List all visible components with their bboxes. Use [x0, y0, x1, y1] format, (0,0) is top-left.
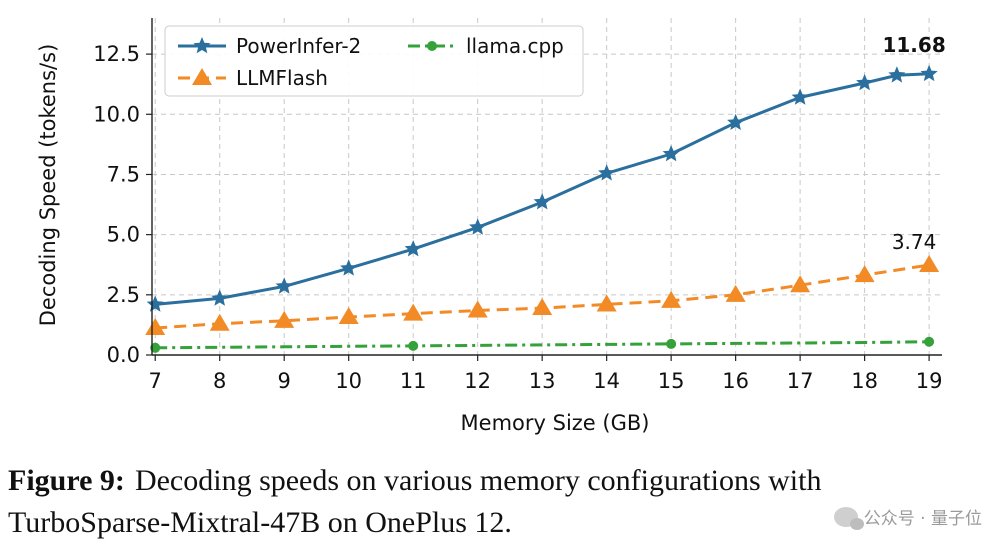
legend-swatch-marker: [427, 41, 437, 51]
data-point: [209, 313, 230, 331]
data-point: [791, 88, 809, 105]
x-tick-label: 10: [335, 369, 362, 393]
legend-item: llama.cpp: [408, 34, 564, 58]
x-tick-label: 9: [278, 369, 291, 393]
data-point: [469, 218, 487, 235]
data-point: [920, 64, 938, 82]
data-point: [662, 145, 680, 162]
data-point: [598, 164, 616, 181]
data-point: [211, 289, 229, 306]
y-tick-label: 12.5: [93, 42, 140, 66]
data-point: [790, 275, 811, 293]
x-tick-label: 19: [916, 369, 943, 393]
axes: 7 8 9 10 11 12 13 14 15 16 17 18 19 0.0 2.5 5.0 7.5 10.0 1…: [93, 18, 942, 393]
y-tick-label: 2.5: [107, 283, 140, 307]
legend-item: PowerInfer-2: [178, 34, 361, 58]
series-line: [155, 72, 930, 306]
legend-swatch-marker: [193, 37, 211, 54]
data-point: [467, 300, 488, 318]
data-point: [919, 254, 940, 272]
data-point: [274, 310, 295, 328]
series-line: [155, 340, 930, 350]
data-point: [408, 340, 419, 351]
legend-box: [164, 25, 584, 97]
watermark: 公众号 · 量子位: [833, 504, 982, 530]
legend-label: llama.cpp: [466, 34, 564, 58]
value-annotation: 11.68: [882, 33, 945, 57]
data-point: [856, 74, 874, 91]
y-tick-label: 0.0: [107, 343, 140, 367]
x-tick-label: 15: [658, 369, 685, 393]
data-point: [150, 342, 161, 353]
series-llama-cpp: [150, 336, 935, 353]
caption-text: Decoding speeds on various memory config…: [8, 464, 822, 539]
x-tick-label: 16: [722, 369, 749, 393]
x-tick-label: 17: [787, 369, 814, 393]
data-point: [666, 338, 677, 349]
decoding-speed-chart: 7 8 9 10 11 12 13 14 15 16 17 18 19 0.0 2.5 5.0 7.5 10.0 1…: [36, 18, 946, 435]
annotations: 11.68 3.74: [882, 33, 945, 254]
x-tick-label: 12: [464, 369, 491, 393]
x-tick-label: 14: [593, 369, 620, 393]
data-point: [727, 113, 745, 130]
data-point: [661, 290, 682, 308]
caption-label: Figure 9:: [8, 464, 125, 497]
data-point: [340, 259, 358, 276]
wechat-icon: [833, 506, 864, 530]
data-point: [404, 240, 422, 257]
y-tick-label: 10.0: [93, 102, 140, 126]
value-annotation: 3.74: [892, 230, 937, 254]
data-point: [924, 336, 935, 347]
legend-item: LLMFlash: [178, 66, 328, 90]
legend-label: LLMFlash: [236, 66, 328, 90]
x-tick-label: 18: [851, 369, 878, 393]
data-point: [532, 298, 553, 316]
data-point: [275, 277, 293, 294]
y-tick-label: 7.5: [107, 162, 140, 186]
watermark-text: 公众号 · 量子位: [863, 509, 982, 529]
series-powerinfer-2: [146, 64, 938, 312]
x-tick-label: 7: [149, 369, 162, 393]
data-point: [146, 295, 164, 312]
y-tick-label: 5.0: [107, 223, 140, 247]
legend: PowerInfer-2 LLMFlash llama.cpp: [164, 25, 584, 97]
data-point: [596, 294, 617, 312]
series-llmflash: [145, 254, 940, 336]
figure-caption: Figure 9: Decoding speeds on various memo…: [8, 460, 988, 544]
series-layer: [145, 64, 940, 353]
data-point: [854, 265, 875, 283]
y-axis-label: Decoding Speed (tokens/s): [36, 44, 60, 327]
legend-swatch-marker: [192, 68, 212, 85]
x-tick-label: 8: [213, 369, 226, 393]
data-point: [533, 193, 551, 210]
data-point: [725, 284, 746, 302]
data-point: [403, 303, 424, 321]
x-axis-label: Memory Size (GB): [461, 411, 650, 435]
data-point: [145, 318, 166, 336]
x-tick-label: 11: [400, 369, 427, 393]
data-point: [888, 66, 906, 83]
data-point: [338, 306, 359, 324]
legend-label: PowerInfer-2: [236, 34, 361, 58]
x-tick-label: 13: [529, 369, 556, 393]
